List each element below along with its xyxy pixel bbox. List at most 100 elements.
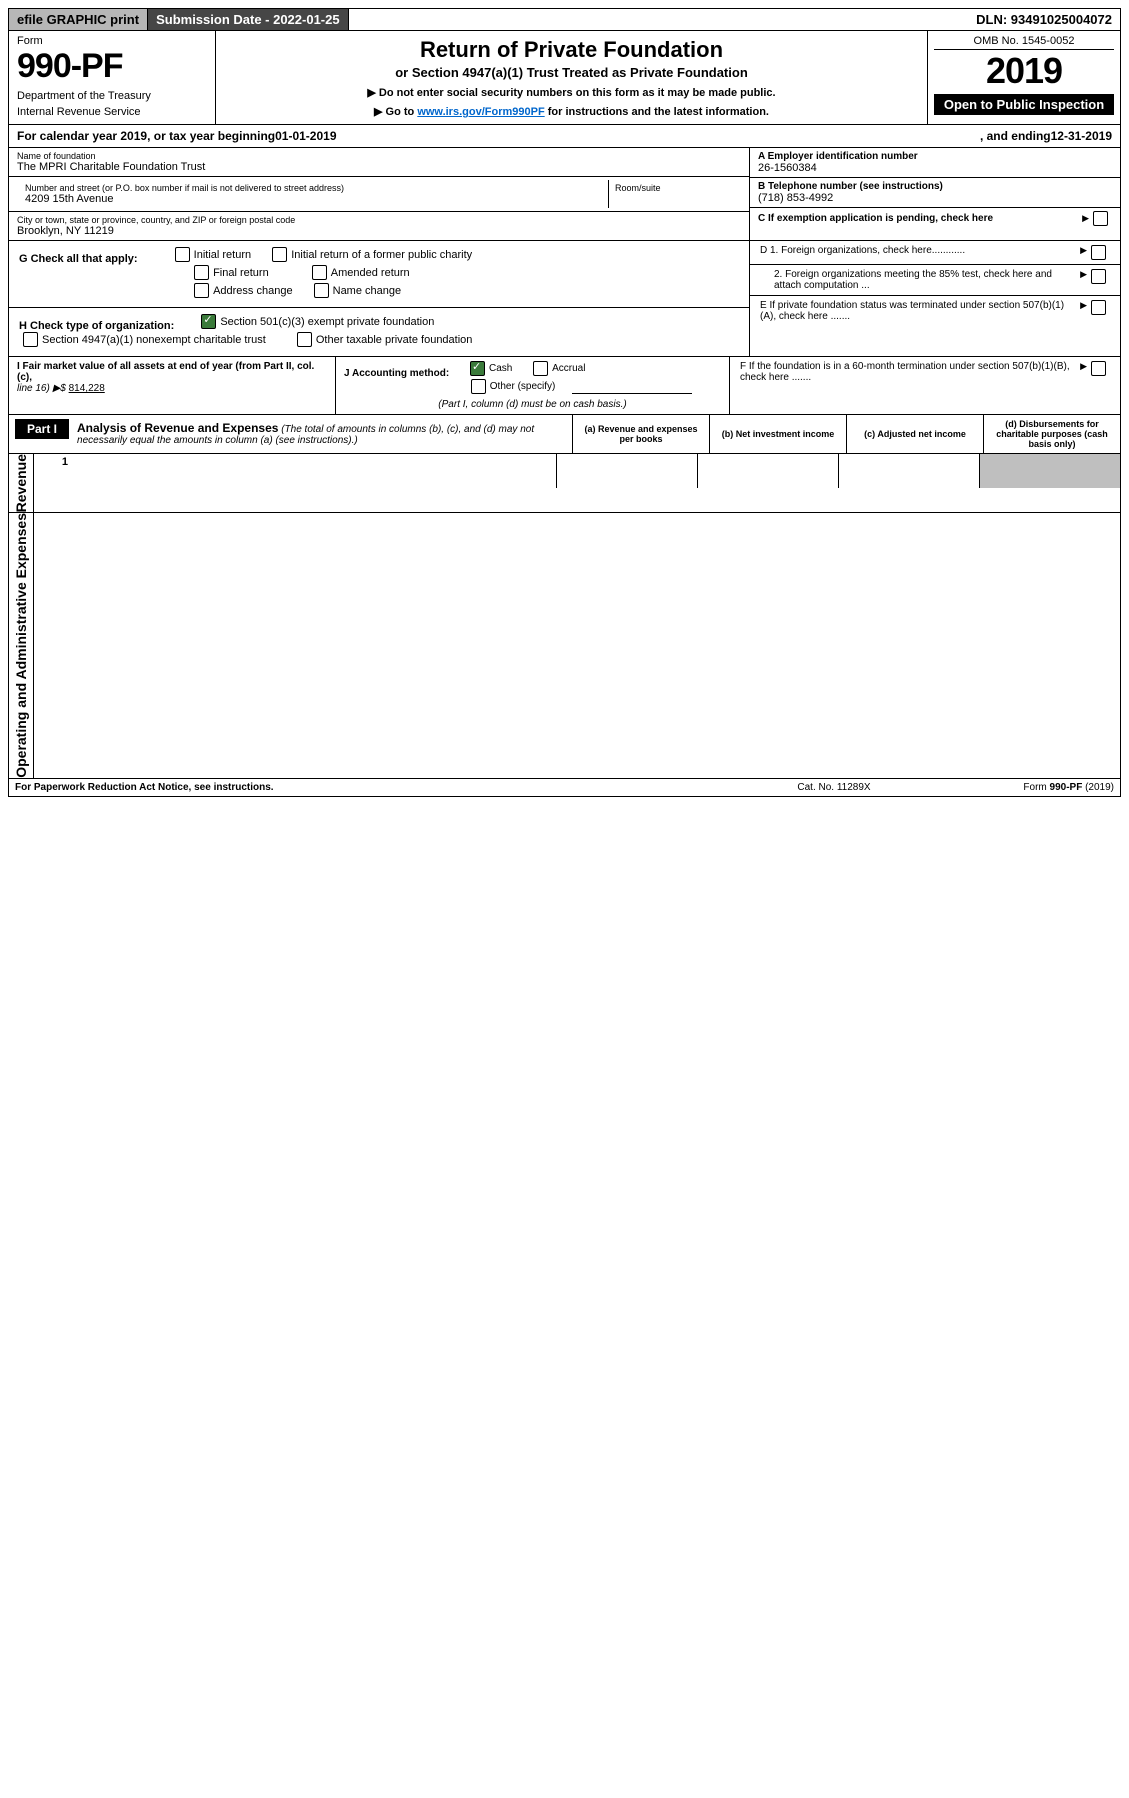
cal-end: 12-31-2019 (1051, 129, 1112, 143)
efile-topbar: efile GRAPHIC print Submission Date - 20… (8, 8, 1121, 31)
name-label: Name of foundation (17, 151, 741, 161)
other-method-checkbox[interactable] (471, 379, 486, 394)
page-footer: For Paperwork Reduction Act Notice, see … (8, 779, 1121, 797)
revenue-section: Revenue 1 (9, 454, 1120, 513)
dept-irs: Internal Revenue Service (17, 106, 207, 118)
expenses-label: Operating and Administrative Expenses (9, 513, 34, 778)
cal-mid: , and ending (980, 129, 1051, 143)
initial-former-checkbox[interactable] (272, 247, 287, 262)
col-d-head: (d) Disbursements for charitable purpose… (984, 415, 1120, 453)
ijf-row: I Fair market value of all assets at end… (8, 357, 1121, 415)
cash-checkbox[interactable] (470, 361, 485, 376)
entity-block: Name of foundation The MPRI Charitable F… (8, 148, 1121, 241)
other-taxable-checkbox[interactable] (297, 332, 312, 347)
line-description (74, 454, 556, 488)
g-label: G Check all that apply: (19, 253, 138, 265)
tax-year: 2019 (934, 50, 1114, 92)
open-to-public: Open to Public Inspection (934, 94, 1114, 115)
city-label: City or town, state or province, country… (17, 215, 741, 225)
e-label: E If private foundation status was termi… (760, 300, 1080, 322)
initial-former-label: Initial return of a former public charit… (291, 249, 472, 261)
j-note: (Part I, column (d) must be on cash basi… (344, 399, 721, 410)
cash-label: Cash (489, 363, 512, 374)
table-row: 1 (34, 454, 1120, 488)
irs-link[interactable]: www.irs.gov/Form990PF (417, 106, 544, 118)
checks-section: G Check all that apply: Initial return I… (8, 241, 1121, 357)
initial-return-checkbox[interactable] (175, 247, 190, 262)
arrow-icon (1080, 269, 1087, 280)
d2-label: 2. Foreign organizations meeting the 85%… (760, 269, 1080, 291)
name-change-label: Name change (333, 285, 402, 297)
city-state-zip: Brooklyn, NY 11219 (17, 225, 741, 237)
form-word: Form (17, 35, 207, 47)
paperwork-notice: For Paperwork Reduction Act Notice, see … (15, 782, 734, 793)
j-label: J Accounting method: (344, 368, 449, 379)
part1-title: Analysis of Revenue and Expenses (77, 421, 278, 435)
final-return-checkbox[interactable] (194, 265, 209, 280)
address-change-label: Address change (213, 285, 293, 297)
efile-label: efile GRAPHIC print (9, 9, 148, 30)
exemption-pending-label: C If exemption application is pending, c… (758, 213, 993, 224)
revenue-label: Revenue (9, 454, 34, 512)
addr-label: Number and street (or P.O. box number if… (25, 183, 600, 193)
e-checkbox[interactable] (1091, 300, 1106, 315)
amended-return-label: Amended return (331, 267, 410, 279)
d1-checkbox[interactable] (1091, 245, 1106, 260)
name-change-checkbox[interactable] (314, 283, 329, 298)
header-center: Return of Private Foundation or Section … (216, 31, 927, 124)
i-label: I Fair market value of all assets at end… (17, 361, 314, 383)
h-label: H Check type of organization: (19, 320, 174, 332)
other-method-label: Other (specify) (490, 381, 556, 392)
4947-checkbox[interactable] (23, 332, 38, 347)
501c3-label: Section 501(c)(3) exempt private foundat… (220, 316, 434, 328)
dept-treasury: Department of the Treasury (17, 90, 207, 102)
submission-date: Submission Date - 2022-01-25 (148, 9, 349, 30)
d2-checkbox[interactable] (1091, 269, 1106, 284)
street-address: 4209 15th Avenue (25, 193, 600, 205)
amended-return-checkbox[interactable] (312, 265, 327, 280)
exemption-pending-checkbox[interactable] (1093, 211, 1108, 226)
d1-label: D 1. Foreign organizations, check here..… (760, 245, 965, 256)
dln: DLN: 93491025004072 (968, 9, 1120, 30)
line-number: 1 (34, 454, 74, 488)
4947-label: Section 4947(a)(1) nonexempt charitable … (42, 334, 266, 346)
arrow-icon (1080, 361, 1087, 410)
col-c-head: (c) Adjusted net income (847, 415, 984, 453)
address-change-checkbox[interactable] (194, 283, 209, 298)
cat-no: Cat. No. 11289X (734, 782, 934, 793)
form-subtitle: or Section 4947(a)(1) Trust Treated as P… (224, 65, 919, 80)
amount-cell-b (697, 454, 838, 488)
omb-number: OMB No. 1545-0052 (934, 35, 1114, 50)
cal-pre: For calendar year 2019, or tax year begi… (17, 129, 275, 143)
phone-label: B Telephone number (see instructions) (758, 181, 1112, 192)
accrual-checkbox[interactable] (533, 361, 548, 376)
amount-cell-c (838, 454, 979, 488)
fmv-amount: 814,228 (69, 383, 105, 394)
501c3-checkbox[interactable] (201, 314, 216, 329)
arrow-icon (1082, 213, 1089, 224)
calendar-year-row: For calendar year 2019, or tax year begi… (8, 125, 1121, 148)
part1-header: Part I Analysis of Revenue and Expenses … (8, 415, 1121, 454)
part1-label: Part I (15, 419, 69, 439)
form-number: 990-PF (17, 47, 207, 86)
room-suite-label: Room/suite (609, 180, 741, 208)
part1-table: Revenue 1 Operating and Administrative E… (8, 454, 1121, 779)
f-label: F If the foundation is in a 60-month ter… (740, 361, 1080, 410)
expenses-section: Operating and Administrative Expenses (9, 513, 1120, 778)
h-row: H Check type of organization: Section 50… (9, 308, 749, 356)
form-header: Form 990-PF Department of the Treasury I… (8, 31, 1121, 125)
f-cell: F If the foundation is in a 60-month ter… (729, 357, 1120, 414)
header-left: Form 990-PF Department of the Treasury I… (9, 31, 216, 124)
ein-label: A Employer identification number (758, 151, 1112, 162)
col-b-head: (b) Net investment income (710, 415, 847, 453)
f-checkbox[interactable] (1091, 361, 1106, 376)
initial-return-label: Initial return (194, 249, 251, 261)
i-cell: I Fair market value of all assets at end… (9, 357, 336, 414)
phone-value: (718) 853-4992 (758, 192, 1112, 204)
form-note-1: ▶ Do not enter social security numbers o… (224, 86, 919, 99)
final-return-label: Final return (213, 267, 269, 279)
j-cell: J Accounting method: Cash Accrual Other … (336, 357, 729, 414)
arrow-icon (1080, 245, 1087, 256)
accrual-label: Accrual (552, 363, 585, 374)
foundation-name: The MPRI Charitable Foundation Trust (17, 161, 741, 173)
